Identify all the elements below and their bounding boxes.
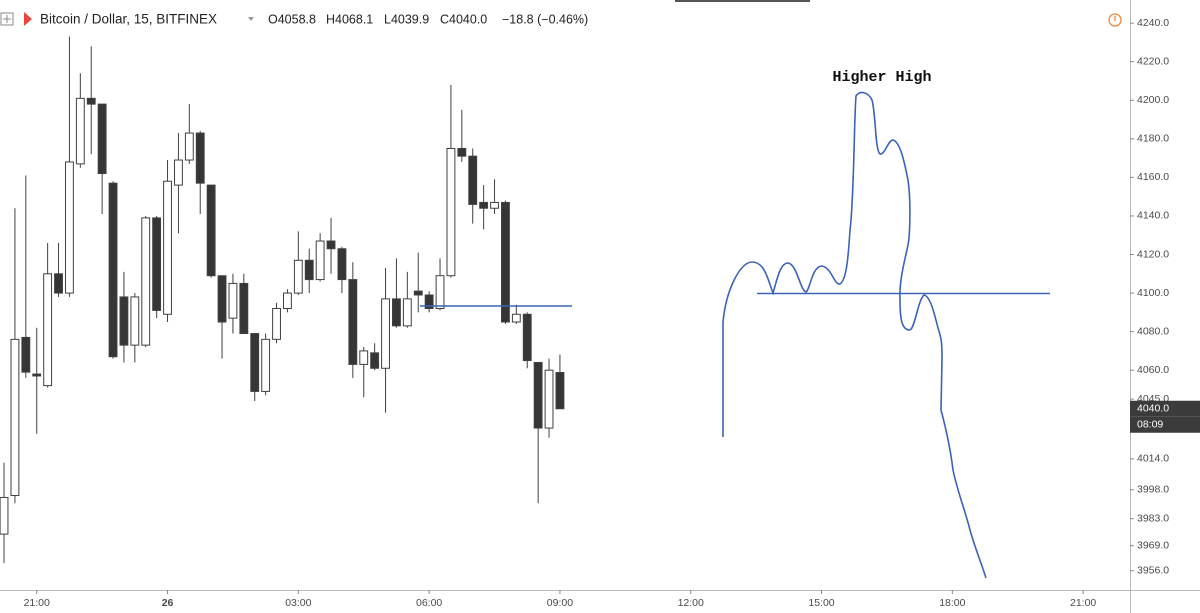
x-tick-label: 26 — [162, 597, 174, 609]
x-tick-label: 18:00 — [939, 597, 965, 609]
y-tick-label: 4220.0 — [1137, 55, 1169, 67]
candle-body — [10, 338, 20, 497]
candle-body — [217, 275, 227, 323]
candle-body — [250, 333, 260, 392]
candle-body — [65, 161, 74, 294]
freehand-drawing — [722, 91, 987, 579]
x-tick-label: 06:00 — [416, 597, 442, 609]
candle-body — [337, 248, 347, 281]
candle-body — [544, 369, 554, 429]
candle-body — [501, 201, 510, 323]
candle-body — [272, 307, 281, 340]
candle-body — [533, 361, 543, 429]
ohlc-close: C4040.0 — [440, 12, 487, 26]
y-tick-label: 4014.0 — [1137, 453, 1169, 465]
candle-body — [239, 282, 249, 335]
ohlc-low: L4039.9 — [384, 12, 429, 26]
ohlc-open: O4058.8 — [268, 12, 316, 26]
candle-body — [457, 147, 467, 157]
chart-title: Bitcoin / Dollar, 15, BITFINEX — [40, 12, 217, 27]
candle-body — [130, 296, 140, 346]
collapse-icon[interactable] — [0, 12, 14, 26]
countdown-label: 08:09 — [1137, 419, 1163, 431]
candle-body — [326, 240, 336, 250]
candle-body — [315, 240, 325, 281]
y-tick-label: 4160.0 — [1137, 171, 1169, 183]
x-tick-label: 21:00 — [1070, 597, 1096, 609]
y-tick-label: 3983.0 — [1137, 512, 1169, 524]
candle-body — [304, 259, 314, 281]
candle-body — [206, 184, 216, 277]
y-tick-label: 4060.0 — [1137, 364, 1169, 376]
candle-body — [359, 350, 369, 365]
dropdown-icon[interactable] — [248, 17, 254, 21]
candle-body — [479, 201, 489, 209]
candle-body — [21, 336, 31, 373]
x-tick-label: 09:00 — [547, 597, 573, 609]
y-tick-label: 4240.0 — [1137, 17, 1169, 29]
y-tick-label: 3969.0 — [1137, 539, 1169, 551]
last-price-label: 4040.0 — [1137, 403, 1169, 415]
y-tick-label: 4100.0 — [1137, 287, 1169, 299]
candle-body — [163, 180, 172, 315]
candle-body — [261, 338, 271, 392]
candle-body — [119, 296, 129, 346]
candle-body — [381, 298, 390, 369]
y-tick-label: 4120.0 — [1137, 248, 1169, 260]
candle-body — [413, 290, 423, 296]
candle-body — [392, 298, 401, 327]
candle-body — [424, 294, 434, 309]
candle-body — [370, 352, 380, 369]
candle-body — [490, 201, 499, 209]
candle-body — [555, 372, 565, 410]
candle-body — [141, 217, 151, 346]
ohlc-high: H4068.1 — [326, 12, 373, 26]
symbol-icon — [24, 12, 32, 26]
candle-body — [293, 259, 303, 294]
candle-body — [468, 155, 478, 205]
candle-body — [43, 273, 53, 387]
annotation: Higher High — [832, 69, 931, 86]
axes: 4240.0 4220.0 4200.0 4180.0 4160.0 4140.0 4120… — [24, 17, 1200, 609]
candle-body — [511, 313, 521, 323]
candle-body — [195, 132, 205, 184]
candle-body — [174, 159, 183, 186]
candle-body — [522, 313, 532, 362]
candle-body — [228, 282, 238, 319]
ohlc-change: −18.8 (−0.46%) — [502, 12, 588, 26]
candle-body — [0, 496, 9, 535]
candle-body — [402, 298, 412, 327]
alert-icon[interactable] — [1108, 13, 1122, 27]
y-tick-label: 4180.0 — [1137, 133, 1169, 145]
candle-body — [348, 279, 358, 365]
candle-body — [75, 97, 85, 165]
candle-body — [86, 97, 96, 105]
candle-body — [283, 292, 292, 309]
x-tick-label: 21:00 — [24, 597, 50, 609]
y-tick-label: 3998.0 — [1137, 484, 1169, 496]
candle-body — [446, 147, 456, 277]
x-tick-label: 12:00 — [678, 597, 704, 609]
y-tick-label: 4200.0 — [1137, 94, 1169, 106]
candle-body — [54, 273, 63, 294]
countdown-box — [1130, 416, 1200, 433]
candle-body — [184, 132, 194, 161]
candle-body — [152, 217, 162, 311]
candles — [0, 36, 565, 564]
candle-body — [435, 275, 445, 309]
last-price-box — [1130, 400, 1200, 417]
y-tick-label: 3956.0 — [1137, 565, 1169, 577]
drawings — [420, 91, 1050, 579]
x-tick-label: 03:00 — [285, 597, 311, 609]
candle-body — [32, 373, 42, 377]
y-tick-label: 4140.0 — [1137, 210, 1169, 222]
candle-body — [108, 182, 118, 358]
y-tick-label: 4080.0 — [1137, 325, 1169, 337]
x-tick-label: 15:00 — [808, 597, 834, 609]
candle-body — [97, 103, 107, 175]
